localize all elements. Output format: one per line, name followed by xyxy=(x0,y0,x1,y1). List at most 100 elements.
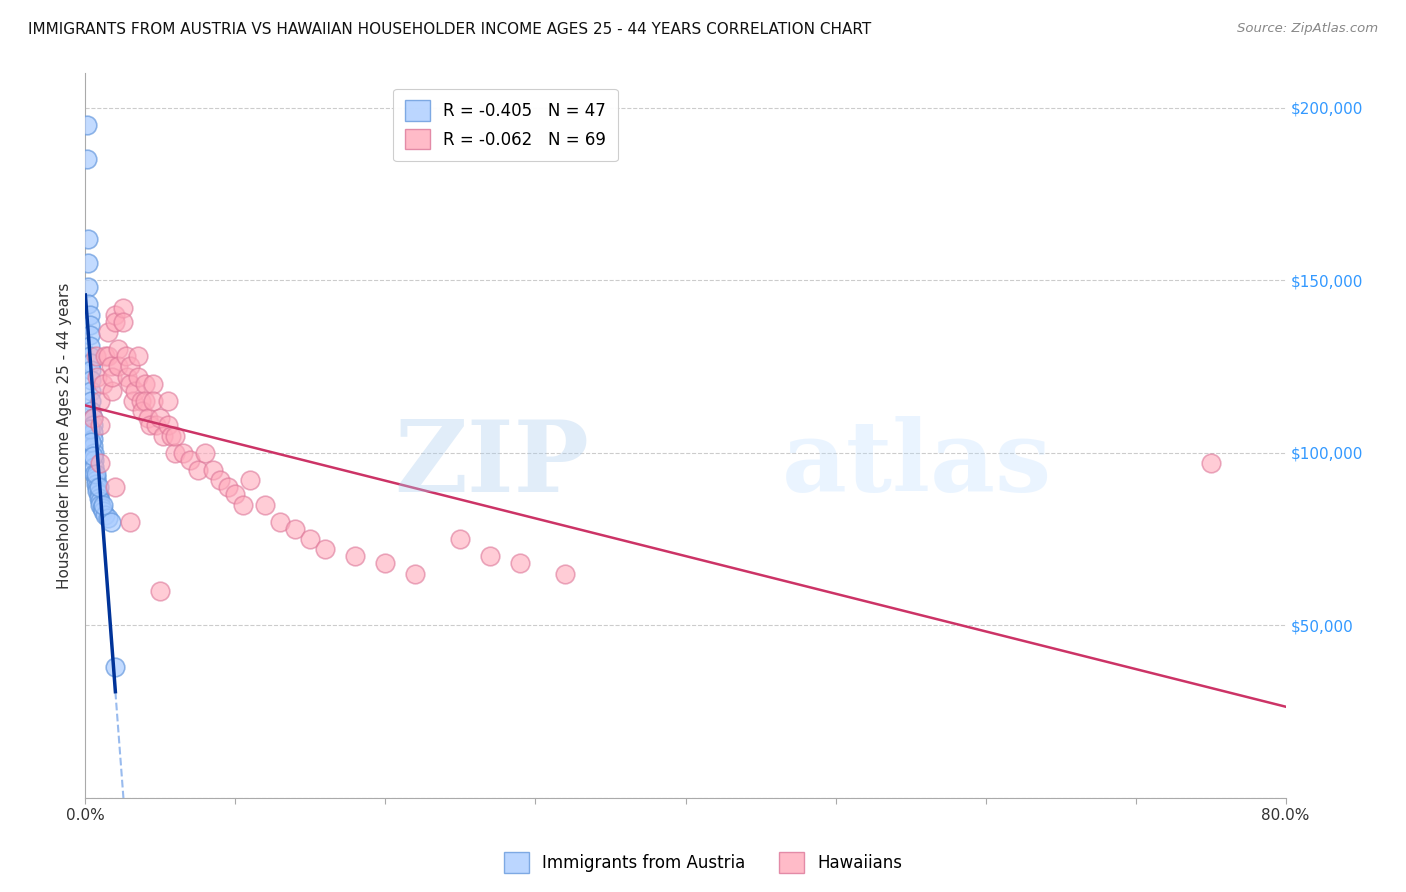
Point xyxy=(80,394,103,409)
Point xyxy=(165,428,187,442)
Point xyxy=(93,498,115,512)
Point xyxy=(172,446,194,460)
Point xyxy=(94,508,117,522)
Point xyxy=(86,483,108,498)
Point xyxy=(83,467,105,481)
Point xyxy=(100,515,122,529)
Point xyxy=(139,418,162,433)
Y-axis label: Householder Income Ages 25 - 44 years: Householder Income Ages 25 - 44 years xyxy=(58,283,72,589)
Point xyxy=(90,501,112,516)
Point xyxy=(82,418,104,433)
Point xyxy=(101,384,124,398)
Point xyxy=(1199,456,1222,470)
Point xyxy=(84,349,107,363)
Point xyxy=(82,432,104,446)
Point xyxy=(89,494,111,508)
Point xyxy=(77,297,100,311)
Point xyxy=(104,308,127,322)
Point xyxy=(269,515,291,529)
Point xyxy=(120,515,142,529)
Point xyxy=(104,480,127,494)
Point xyxy=(82,439,104,453)
Point xyxy=(142,376,165,391)
Point xyxy=(80,404,103,418)
Point xyxy=(82,411,104,425)
Point xyxy=(209,474,232,488)
Point xyxy=(97,325,120,339)
Text: atlas: atlas xyxy=(782,416,1052,513)
Point xyxy=(84,470,107,484)
Point xyxy=(79,318,101,332)
Point xyxy=(122,394,145,409)
Point xyxy=(107,359,129,374)
Point xyxy=(127,369,149,384)
Point xyxy=(117,369,139,384)
Point xyxy=(554,566,576,581)
Point xyxy=(77,232,100,246)
Point xyxy=(97,349,120,363)
Point xyxy=(77,280,100,294)
Point xyxy=(134,394,156,409)
Point xyxy=(84,474,107,488)
Point xyxy=(87,491,110,505)
Point xyxy=(84,467,107,481)
Legend: R = -0.405   N = 47, R = -0.062   N = 69: R = -0.405 N = 47, R = -0.062 N = 69 xyxy=(394,88,617,161)
Point xyxy=(79,422,101,436)
Point xyxy=(93,376,115,391)
Point xyxy=(152,428,174,442)
Text: IMMIGRANTS FROM AUSTRIA VS HAWAIIAN HOUSEHOLDER INCOME AGES 25 - 44 YEARS CORREL: IMMIGRANTS FROM AUSTRIA VS HAWAIIAN HOUS… xyxy=(28,22,872,37)
Point xyxy=(165,446,187,460)
Point xyxy=(254,498,277,512)
Point xyxy=(120,359,142,374)
Point xyxy=(94,349,117,363)
Point xyxy=(149,583,172,598)
Point xyxy=(232,498,254,512)
Point xyxy=(83,452,105,467)
Point xyxy=(107,342,129,356)
Point xyxy=(89,498,111,512)
Point xyxy=(160,428,183,442)
Point xyxy=(80,435,103,450)
Point xyxy=(299,532,322,546)
Point xyxy=(142,394,165,409)
Point xyxy=(83,459,105,474)
Point xyxy=(149,411,172,425)
Point xyxy=(314,542,336,557)
Point xyxy=(89,456,111,470)
Point xyxy=(82,425,104,439)
Point xyxy=(80,384,103,398)
Point xyxy=(80,363,103,377)
Point xyxy=(187,463,209,477)
Point xyxy=(138,411,160,425)
Point xyxy=(80,356,103,370)
Point xyxy=(82,449,104,463)
Point xyxy=(284,522,307,536)
Point xyxy=(374,556,396,570)
Point xyxy=(76,153,98,167)
Point xyxy=(87,487,110,501)
Point xyxy=(77,256,100,270)
Point xyxy=(79,339,101,353)
Point xyxy=(87,480,110,494)
Point xyxy=(217,480,239,494)
Point xyxy=(111,301,134,315)
Point xyxy=(89,394,111,409)
Point xyxy=(79,328,101,343)
Point xyxy=(86,369,108,384)
Point xyxy=(124,384,146,398)
Point xyxy=(131,404,153,418)
Point xyxy=(79,308,101,322)
Legend: Immigrants from Austria, Hawaiians: Immigrants from Austria, Hawaiians xyxy=(498,846,908,880)
Point xyxy=(115,349,138,363)
Point xyxy=(156,394,179,409)
Point xyxy=(120,376,142,391)
Point xyxy=(79,349,101,363)
Point xyxy=(509,556,531,570)
Point xyxy=(404,566,426,581)
Point xyxy=(344,549,367,564)
Point xyxy=(127,349,149,363)
Point xyxy=(80,373,103,387)
Point xyxy=(134,376,156,391)
Point xyxy=(83,446,105,460)
Point xyxy=(201,463,224,477)
